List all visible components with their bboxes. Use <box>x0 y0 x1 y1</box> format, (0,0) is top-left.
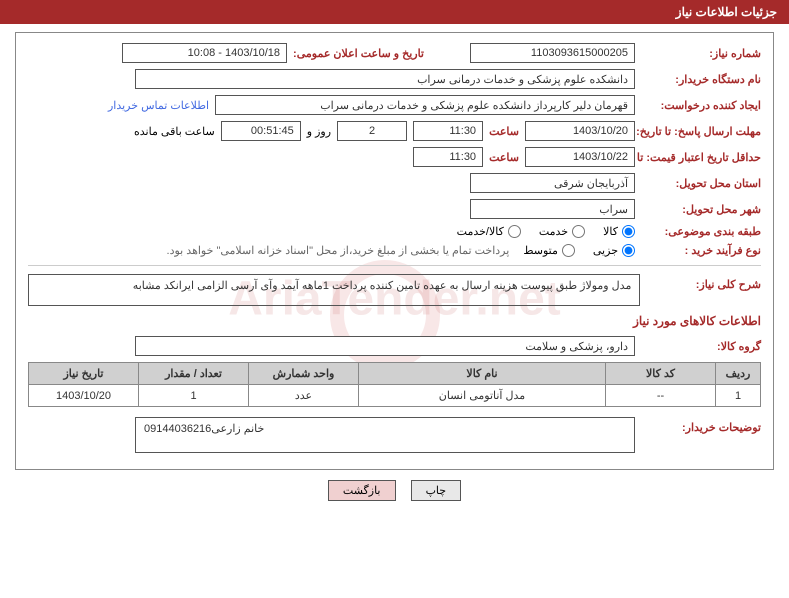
province-label: استان محل تحویل: <box>641 177 761 190</box>
th-name: نام کالا <box>359 363 606 385</box>
goods-group-value: دارو، پزشکی و سلامت <box>135 336 635 356</box>
contact-link[interactable]: اطلاعات تماس خریدار <box>108 99 209 112</box>
table-header-row: ردیف کد کالا نام کالا واحد شمارش تعداد /… <box>29 363 761 385</box>
buyer-org-value: دانشکده علوم پزشکی و خدمات درمانی سراب <box>135 69 635 89</box>
main-panel: شماره نیاز: 1103093615000205 تاریخ و ساع… <box>15 32 774 470</box>
radio-goods-service[interactable]: کالا/خدمت <box>457 225 521 238</box>
cell-row: 1 <box>716 385 761 407</box>
requester-value: قهرمان دلیر کارپرداز دانشکده علوم پزشکی … <box>215 95 635 115</box>
validity-label: حداقل تاریخ اعتبار قیمت: تا تاریخ: <box>641 151 761 164</box>
radio-service[interactable]: خدمت <box>539 225 585 238</box>
days-and-label: روز و <box>307 125 331 138</box>
radio-small-input[interactable] <box>622 244 635 257</box>
back-button[interactable]: بازگشت <box>328 480 396 501</box>
print-button[interactable]: چاپ <box>411 480 462 501</box>
announce-label: تاریخ و ساعت اعلان عمومی: <box>293 47 424 60</box>
need-number-label: شماره نیاز: <box>641 47 761 60</box>
need-desc-label: شرح کلی نیاز: <box>646 274 761 291</box>
validity-date: 1403/10/22 <box>525 147 635 167</box>
th-row: ردیف <box>716 363 761 385</box>
th-qty: تعداد / مقدار <box>139 363 249 385</box>
goods-section-title: اطلاعات کالاهای مورد نیاز <box>28 314 761 328</box>
need-number-value: 1103093615000205 <box>470 43 635 63</box>
days-value: 2 <box>337 121 407 141</box>
divider-1 <box>28 265 761 266</box>
cell-qty: 1 <box>139 385 249 407</box>
city-label: شهر محل تحویل: <box>641 203 761 216</box>
category-radio-group: کالا خدمت کالا/خدمت <box>457 225 635 238</box>
deadline-time: 11:30 <box>413 121 483 141</box>
goods-group-label: گروه کالا: <box>641 340 761 353</box>
goods-table: ردیف کد کالا نام کالا واحد شمارش تعداد /… <box>28 362 761 407</box>
cell-name: مدل آناتومی انسان <box>359 385 606 407</box>
cell-date: 1403/10/20 <box>29 385 139 407</box>
cell-code: -- <box>606 385 716 407</box>
deadline-date: 1403/10/20 <box>525 121 635 141</box>
radio-small[interactable]: جزیی <box>593 244 635 257</box>
buyer-notes-value: 09144036216خانم زارعی <box>135 417 635 453</box>
city-value: سراب <box>470 199 635 219</box>
time-label-2: ساعت <box>489 151 519 164</box>
process-label: نوع فرآیند خرید : <box>641 244 761 257</box>
radio-goods-service-input[interactable] <box>508 225 521 238</box>
process-note: پرداخت تمام یا بخشی از مبلغ خرید،از محل … <box>167 244 510 257</box>
table-row: 1 -- مدل آناتومی انسان عدد 1 1403/10/20 <box>29 385 761 407</box>
buyer-org-label: نام دستگاه خریدار: <box>641 73 761 86</box>
province-value: آذربایجان شرقی <box>470 173 635 193</box>
cell-unit: عدد <box>249 385 359 407</box>
buyer-notes-label: توضیحات خریدار: <box>641 417 761 434</box>
remaining-label: ساعت باقی مانده <box>134 125 215 138</box>
validity-time: 11:30 <box>413 147 483 167</box>
button-bar: چاپ بازگشت <box>0 470 789 511</box>
th-code: کد کالا <box>606 363 716 385</box>
radio-goods-input[interactable] <box>622 225 635 238</box>
announce-value: 1403/10/18 - 10:08 <box>122 43 287 63</box>
th-unit: واحد شمارش <box>249 363 359 385</box>
time-label-1: ساعت <box>489 125 519 138</box>
countdown-value: 00:51:45 <box>221 121 301 141</box>
deadline-label: مهلت ارسال پاسخ: تا تاریخ: <box>641 125 761 138</box>
requester-label: ایجاد کننده درخواست: <box>641 99 761 112</box>
process-radio-group: جزیی متوسط <box>523 244 635 257</box>
radio-medium[interactable]: متوسط <box>523 244 575 257</box>
need-desc-value: مدل ومولاژ طبق پیوست هزینه ارسال به عهده… <box>28 274 640 306</box>
th-date: تاریخ نیاز <box>29 363 139 385</box>
radio-service-input[interactable] <box>572 225 585 238</box>
radio-goods[interactable]: کالا <box>603 225 635 238</box>
page-title-bar: جزئیات اطلاعات نیاز <box>0 0 789 24</box>
page-title: جزئیات اطلاعات نیاز <box>676 5 777 19</box>
category-label: طبقه بندی موضوعی: <box>641 225 761 238</box>
radio-medium-input[interactable] <box>562 244 575 257</box>
